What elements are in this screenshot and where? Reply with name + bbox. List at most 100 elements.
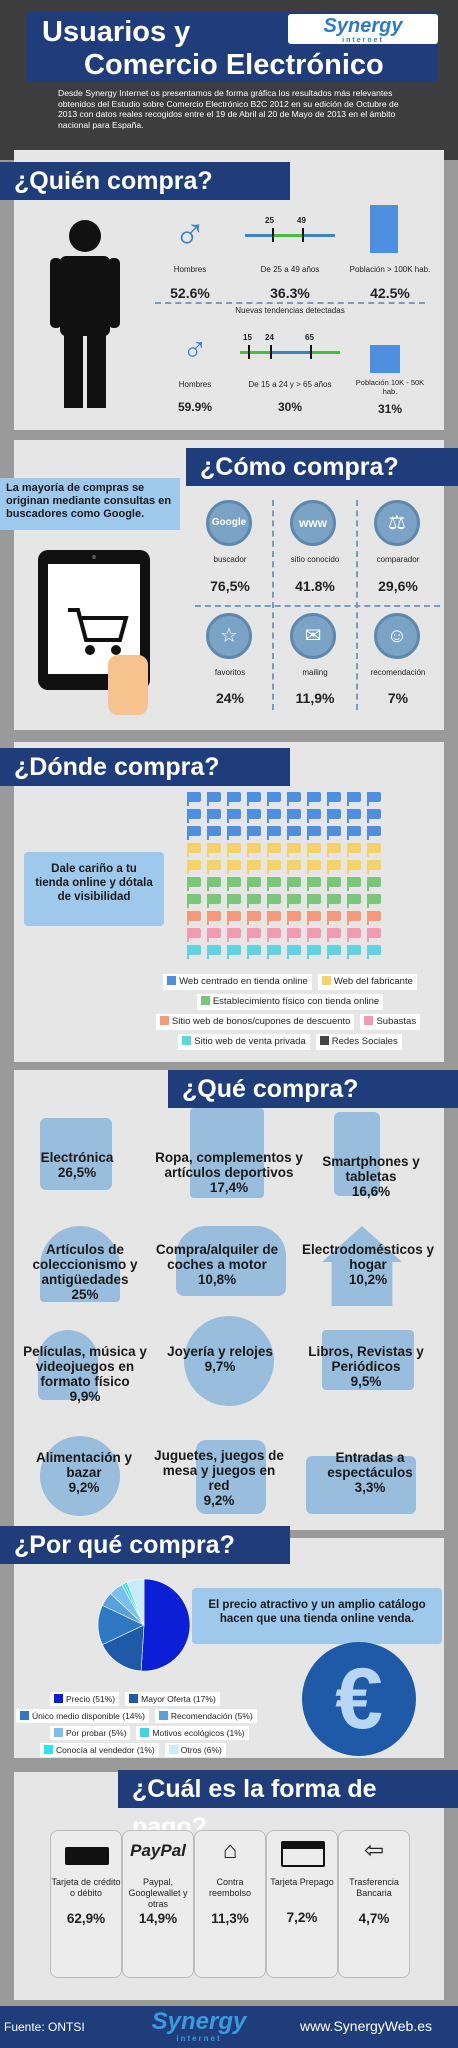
age-tick-15: 15 [243, 333, 252, 342]
legend-label: Web centrado en tienda online [179, 976, 308, 987]
como-buscador-label: buscador [213, 555, 247, 564]
flag-icon [247, 826, 261, 836]
flag-pole [347, 809, 349, 823]
flag-pole [247, 809, 249, 823]
que-item-value: 17,4% [209, 1180, 249, 1195]
pie-slice [140, 1578, 191, 1672]
pay-cod: ⌂ Contra reembolso 11,3% [194, 1830, 266, 1978]
flag-pole [267, 928, 269, 942]
flag-icon [287, 911, 301, 921]
flag-icon [227, 945, 241, 955]
flag-pole [267, 843, 269, 857]
flag-pole [207, 894, 209, 908]
que-item-11: Juguetes, juegos de mesa y juegos en red… [154, 1448, 284, 1508]
que-item-value: 9,2% [203, 1493, 235, 1508]
flag-icon [367, 826, 381, 836]
clock-icon [184, 1316, 274, 1406]
flag-icon [207, 894, 221, 904]
legend-item: Subastas [360, 1014, 421, 1030]
flag-icon [307, 843, 321, 853]
que-item-value: 16,6% [351, 1184, 391, 1199]
donde-legend: Web centrado en tienda online Web del fa… [140, 974, 440, 1050]
flag-pole [347, 843, 349, 857]
footer-source: Fuente: ONTSI [4, 2020, 85, 2034]
como-divider-h [195, 605, 440, 607]
flag-pole [267, 792, 269, 806]
pie-legend: Precio (51%) Mayor Oferta (17%) Único medi… [10, 1692, 300, 1760]
gamepad-icon [196, 1440, 266, 1514]
flag-pole [347, 894, 349, 908]
pie-slice [101, 1624, 145, 1672]
flag-icon [187, 809, 201, 819]
legend-swatch [54, 1728, 63, 1737]
flag-icon [307, 877, 321, 887]
legend-swatch [140, 1728, 150, 1737]
flag-icon [267, 928, 281, 938]
que-item-name: Libros, Revistas y Periódicos [308, 1344, 424, 1374]
pay-prepaid: Tarjeta Prepago 7,2% [266, 1830, 338, 1978]
flag-pole [367, 945, 369, 959]
footer-logo-text: Synergy [151, 2008, 247, 2035]
male-icon: ♂ [173, 210, 207, 259]
flag-icon [207, 945, 221, 955]
pie-legend-label: Motivos ecológicos (1%) [152, 1728, 245, 1738]
flag-icon [227, 894, 241, 904]
legend-item: Establecimiento físico con tienda online [196, 994, 384, 1010]
footer-url[interactable]: www.SynergyWeb.es [300, 2018, 433, 2034]
flag-icon [367, 928, 381, 938]
house-icon [370, 345, 400, 373]
legend-swatch [200, 996, 210, 1005]
flag-grid [187, 792, 381, 959]
age-tick-25: 25 [265, 216, 274, 225]
trend-age-label: De 15 a 24 y > 65 años [248, 380, 332, 389]
flag-pole [227, 928, 229, 942]
mail-icon: ✉ [290, 613, 336, 659]
pie-legend-item: Otros (6%) [164, 1743, 226, 1757]
flag-icon [267, 911, 281, 921]
que-item-6: Electrodomésticos y hogar 10,2% [298, 1242, 438, 1287]
como-title: ¿Cómo compra? [186, 448, 458, 486]
flag-pole [207, 877, 209, 891]
que-item-name: Electrodomésticos y hogar [301, 1242, 435, 1272]
flag-pole [327, 843, 329, 857]
flag-pole [307, 809, 309, 823]
que-item-value: 10,8% [197, 1272, 237, 1287]
apple-icon [40, 1436, 120, 1516]
flag-icon [347, 826, 361, 836]
flag-pole [347, 826, 349, 840]
flag-pole [347, 928, 349, 942]
flag-pole [307, 928, 309, 942]
flag-icon [367, 894, 381, 904]
flag-pole [367, 928, 369, 942]
flag-pole [347, 792, 349, 806]
flag-pole [327, 928, 329, 942]
flag-pole [267, 809, 269, 823]
flag-pole [287, 928, 289, 942]
pie-legend-item: Motivos ecológicos (1%) [136, 1726, 249, 1740]
flag-icon [367, 860, 381, 870]
logo-text: Synergy [323, 15, 403, 37]
legend-label: Subastas [376, 1016, 417, 1027]
legend-swatch [54, 1694, 63, 1703]
pie-legend-label: Mayor Oferta (17%) [141, 1694, 216, 1704]
flag-pole [187, 911, 189, 925]
flag-pole [247, 928, 249, 942]
building-icon [370, 205, 398, 253]
flag-icon [287, 894, 301, 904]
flag-icon [327, 826, 341, 836]
flag-icon [267, 877, 281, 887]
quien-pop-label: Población > 100K hab. [349, 265, 431, 274]
flag-icon [187, 826, 201, 836]
pie-legend-label: Conocía al vendedor (1%) [56, 1745, 155, 1755]
que-item-10: Alimentación y bazar 9,2% [24, 1450, 144, 1495]
trend-men-label: Hombres [178, 380, 212, 389]
age-range-scale: 25 49 [245, 216, 335, 242]
flag-pole [247, 826, 249, 840]
flag-icon [307, 792, 321, 802]
chip-icon [40, 1118, 112, 1190]
legend-label: Redes Sociales [331, 1036, 398, 1047]
flag-pole [207, 911, 209, 925]
flag-icon [207, 826, 221, 836]
pie-slice [126, 1578, 145, 1626]
flag-pole [327, 860, 329, 874]
